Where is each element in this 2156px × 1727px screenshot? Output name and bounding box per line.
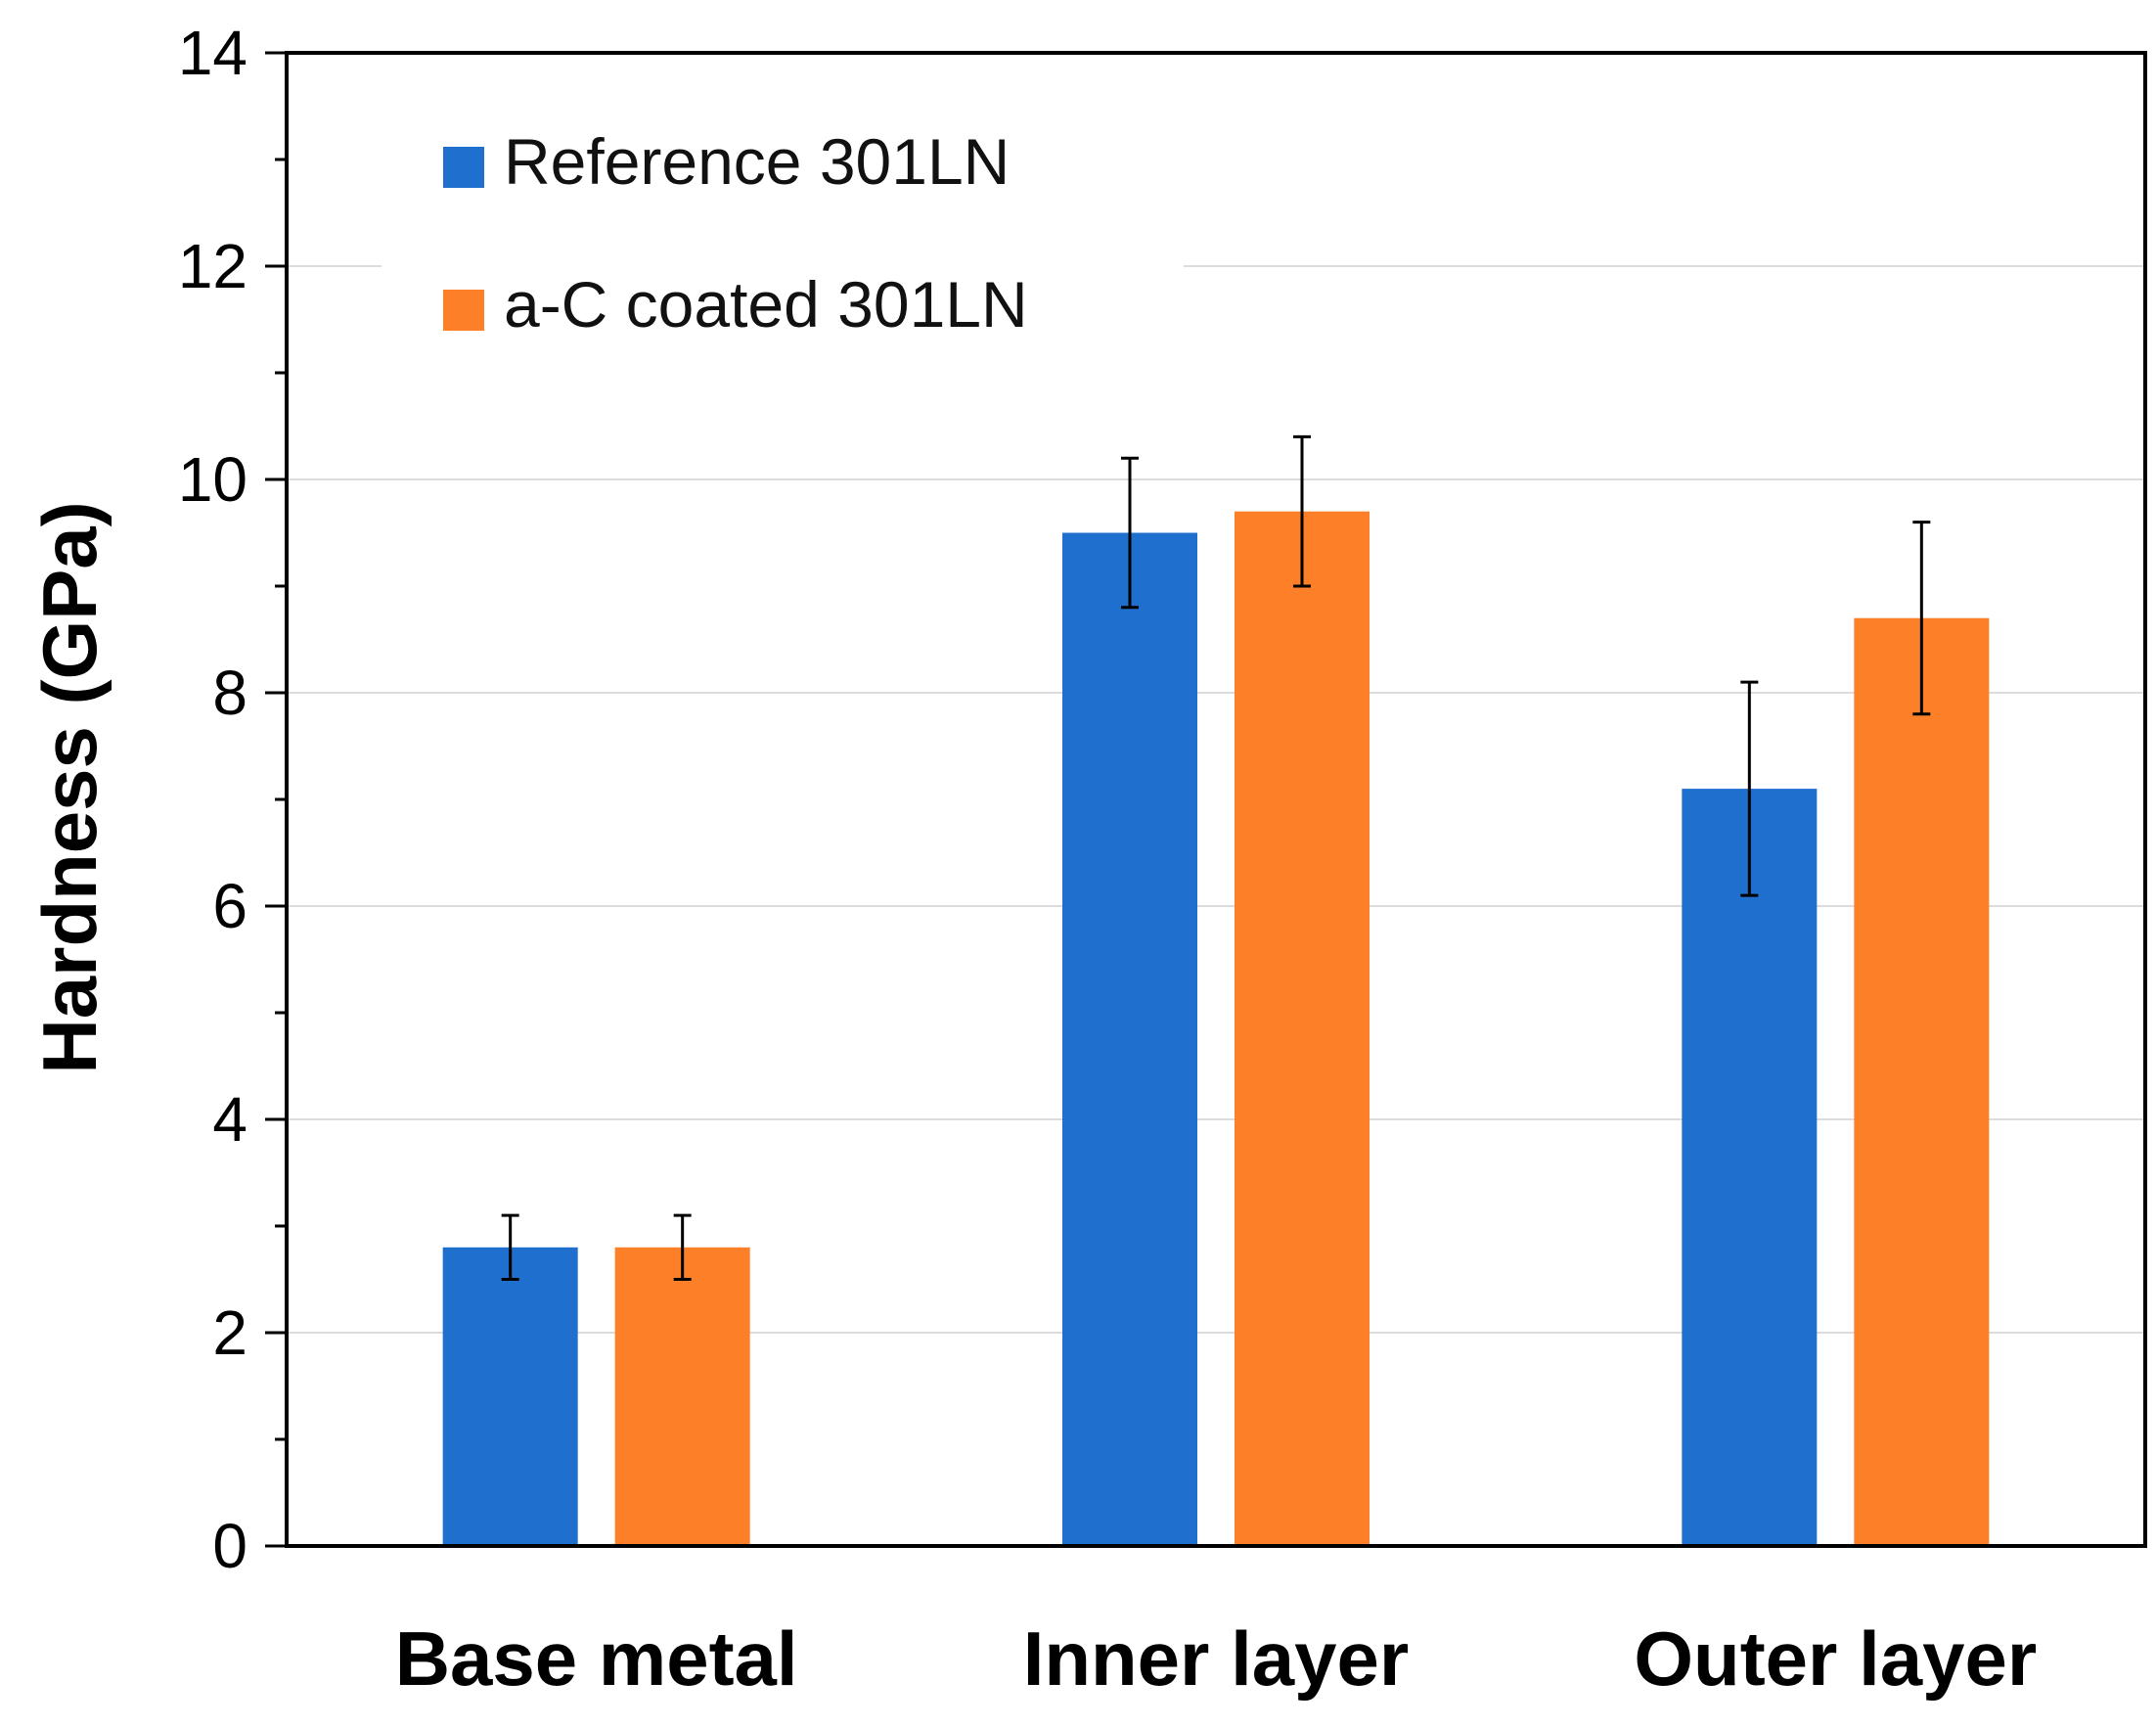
legend-swatch-1 <box>443 290 484 331</box>
legend-box <box>382 93 1184 357</box>
y-tick-label-4: 4 <box>212 1084 247 1155</box>
y-tick-label-12: 12 <box>178 231 247 301</box>
error-bar-reference-1 <box>1121 456 1139 610</box>
error-bar-coated-1 <box>1293 434 1311 588</box>
x-category-label-1: Inner layer <box>1023 1615 1410 1702</box>
bar-coated-1 <box>1235 511 1370 1547</box>
y-tick-labels: 0 2 4 6 8 10 12 14 <box>178 18 247 1581</box>
legend: Reference 301LN a-C coated 301LN <box>382 93 1184 357</box>
y-tick-label-14: 14 <box>178 18 247 88</box>
bar-reference-0 <box>442 1247 578 1546</box>
bar-coated-0 <box>614 1247 750 1546</box>
y-tick-label-6: 6 <box>212 871 247 941</box>
error-bar-reference-0 <box>501 1213 519 1281</box>
bar-reference-1 <box>1062 532 1197 1546</box>
y-tick-label-0: 0 <box>212 1511 247 1581</box>
y-tick-label-10: 10 <box>178 444 247 515</box>
bars <box>442 511 1990 1547</box>
bar-reference-2 <box>1682 789 1818 1546</box>
axes <box>265 51 2147 1548</box>
legend-label-1: a-C coated 301LN <box>504 268 1028 341</box>
x-category-label-0: Base metal <box>395 1615 798 1702</box>
error-bar-coated-0 <box>673 1213 692 1281</box>
y-tick-label-2: 2 <box>212 1297 247 1368</box>
y-axis-title: Hardness (GPa) <box>26 501 112 1073</box>
error-bar-coated-2 <box>1912 521 1931 716</box>
bar-coated-2 <box>1854 617 1990 1546</box>
error-bars <box>501 434 1931 1281</box>
legend-label-0: Reference 301LN <box>504 125 1010 198</box>
legend-swatch-0 <box>443 147 484 188</box>
x-category-labels: Base metal Inner layer Outer layer <box>395 1615 2038 1702</box>
error-bar-reference-2 <box>1740 680 1759 897</box>
y-tick-label-8: 8 <box>212 658 247 728</box>
x-category-label-2: Outer layer <box>1634 1615 2037 1702</box>
